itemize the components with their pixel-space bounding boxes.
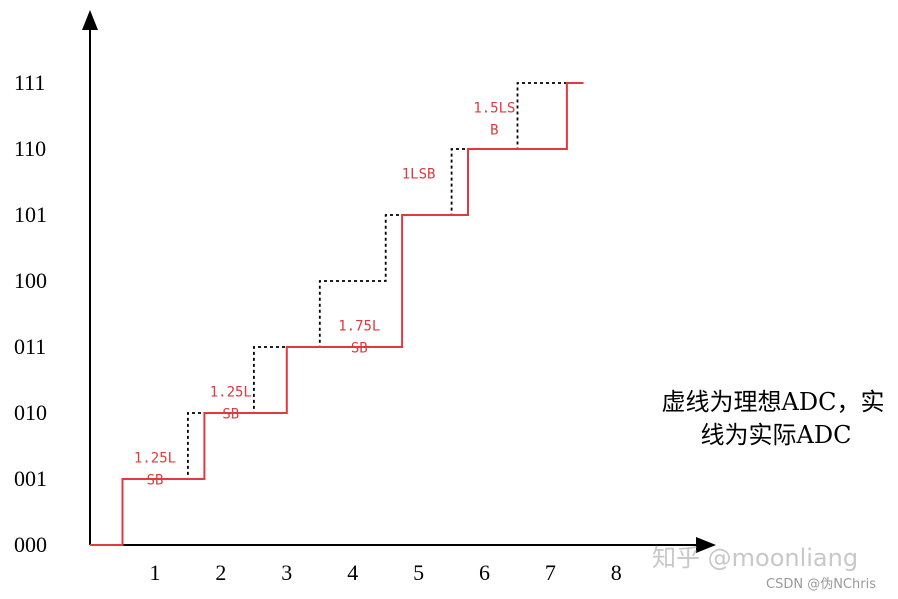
y-tick-label: 001 — [14, 466, 47, 491]
series-layer — [90, 82, 584, 546]
x-tick-label: 2 — [215, 560, 226, 585]
y-tick-label: 110 — [14, 136, 46, 161]
y-tick-label: 111 — [14, 70, 45, 95]
step-width-annotation: 1.5LS B — [473, 101, 515, 139]
caption-line-1: 虚线为理想ADC，实 — [662, 388, 885, 416]
x-tick-label: 1 — [150, 560, 161, 585]
x-axis-arrow — [696, 537, 716, 553]
y-axis-arrow — [82, 10, 98, 30]
step-width-annotation: 1.75L SB — [338, 319, 380, 357]
x-tick-label: 8 — [611, 560, 622, 585]
caption-line-2: 线为实际ADC — [701, 421, 852, 449]
x-tick-label: 7 — [545, 560, 556, 585]
zhihu-watermark: 知乎 @moonliang — [652, 544, 858, 572]
csdn-watermark: CSDN @伪NChris — [766, 577, 876, 592]
ideal-adc-dotted-line — [90, 82, 584, 546]
y-tick-label: 101 — [14, 202, 47, 227]
x-tick-label: 4 — [347, 560, 358, 585]
actual-adc-solid-line — [90, 82, 584, 546]
step-width-annotation: 1LSB — [402, 167, 436, 183]
y-tick-label: 011 — [14, 334, 46, 359]
y-tick-label: 100 — [14, 268, 47, 293]
x-tick-label: 5 — [413, 560, 424, 585]
step-annotations: 1.25L SB 1.25L SB 1.75L SB 1LSB 1.5LS B — [134, 101, 516, 489]
x-tick-label: 3 — [281, 560, 292, 585]
x-tick-label: 6 — [479, 560, 490, 585]
x-tick-labels: 1 2 3 4 5 6 7 8 — [150, 560, 622, 585]
y-tick-label: 000 — [14, 532, 47, 557]
step-width-annotation: 1.25L SB — [134, 451, 176, 489]
y-tick-labels: 000 001 010 011 100 101 110 111 — [14, 70, 47, 557]
step-width-annotation: 1.25L SB — [210, 385, 252, 423]
y-tick-label: 010 — [14, 400, 47, 425]
